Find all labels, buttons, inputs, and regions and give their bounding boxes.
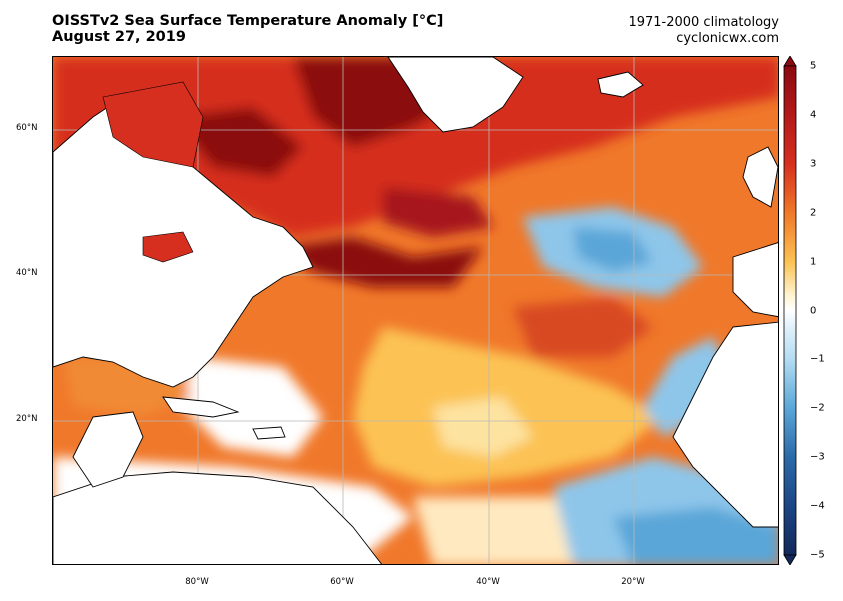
iceland-land (597, 71, 644, 98)
colorbar (783, 56, 797, 565)
colorbar-tick-label: 3 (810, 158, 817, 170)
colorbar-gradient (783, 65, 797, 556)
sst-anomaly-map (52, 56, 779, 565)
lon-label-20w: 20°W (621, 577, 645, 587)
lon-label-80w: 80°W (185, 577, 209, 587)
source-label: cyclonicwx.com (676, 31, 779, 46)
cuba-land (162, 396, 240, 418)
colorbar-tick-label: 2 (810, 207, 817, 219)
colorbar-extend-top (783, 56, 797, 67)
colorbar-tick-label: 1 (810, 256, 817, 268)
map-title: OISSTv2 Sea Surface Temperature Anomaly … (52, 13, 443, 45)
title-line-2: August 27, 2019 (52, 29, 186, 45)
colorbar-tick-label: 5 (810, 60, 817, 72)
great-lakes (142, 231, 194, 263)
central-america-land (72, 411, 144, 488)
lat-label-40n: 40°N (16, 268, 38, 278)
lat-label-60n: 60°N (16, 123, 38, 133)
hispaniola-land (252, 426, 286, 440)
colorbar-extend-bottom (783, 554, 797, 565)
colorbar-tick-label: 0 (810, 305, 817, 316)
europe-land (732, 242, 778, 318)
africa-land (672, 321, 778, 528)
header-right: 1971-2000 climatology cyclonicwx.com (628, 15, 779, 47)
colorbar-tick-label: −4 (810, 500, 825, 512)
colorbar-tick-label: 4 (810, 109, 817, 121)
colorbar-tick-label: −3 (810, 451, 825, 463)
land (53, 57, 778, 564)
british-isles-land (742, 146, 778, 208)
colorbar-tick-label: −2 (810, 402, 825, 414)
greenland-land (387, 57, 524, 133)
lat-label-20n: 20°N (16, 414, 38, 424)
south-america-land (53, 471, 383, 564)
lon-label-60w: 60°W (330, 577, 354, 587)
map-canvas (53, 57, 778, 564)
title-line-1: OISSTv2 Sea Surface Temperature Anomaly … (52, 13, 444, 29)
lon-label-40w: 40°W (476, 577, 500, 587)
colorbar-tick-label: −1 (810, 353, 825, 365)
climatology-label: 1971-2000 climatology (628, 15, 779, 30)
hudson-bay (102, 81, 204, 168)
colorbar-tick-label: −5 (810, 549, 825, 561)
